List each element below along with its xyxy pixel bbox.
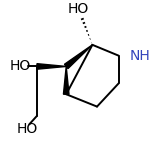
Text: NH: NH <box>130 49 151 63</box>
Polygon shape <box>37 64 66 69</box>
Polygon shape <box>64 45 92 69</box>
Text: HO: HO <box>16 122 37 136</box>
Text: HO: HO <box>10 59 31 73</box>
Text: HO: HO <box>67 2 88 16</box>
Polygon shape <box>63 66 69 94</box>
